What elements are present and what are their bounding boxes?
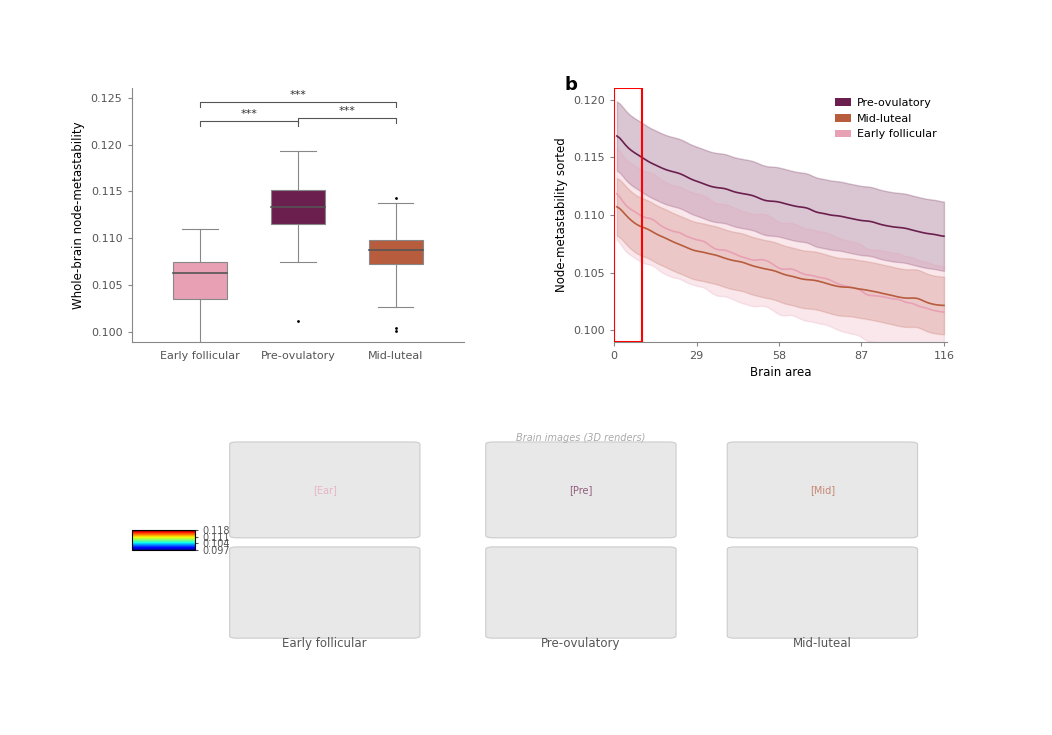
Text: [Ear]: [Ear]	[312, 485, 337, 495]
FancyBboxPatch shape	[486, 547, 676, 638]
Legend: Pre-ovulatory, Mid-luteal, Early follicular: Pre-ovulatory, Mid-luteal, Early follicu…	[830, 94, 942, 144]
FancyBboxPatch shape	[229, 547, 420, 638]
Text: b: b	[564, 76, 576, 93]
Text: [Pre]: [Pre]	[569, 485, 592, 495]
FancyBboxPatch shape	[229, 442, 420, 538]
FancyBboxPatch shape	[727, 442, 917, 538]
Bar	[369, 240, 423, 264]
Bar	[271, 190, 325, 224]
Y-axis label: Node-metastability sorted: Node-metastability sorted	[554, 137, 568, 293]
Text: [Mid]: [Mid]	[810, 485, 835, 495]
Text: Early follicular: Early follicular	[283, 637, 367, 650]
FancyBboxPatch shape	[727, 547, 917, 638]
Text: Mid-luteal: Mid-luteal	[793, 637, 852, 650]
Bar	[614, 88, 643, 342]
Text: Brain images (3D renders): Brain images (3D renders)	[517, 433, 646, 443]
Bar	[174, 262, 227, 299]
Text: ***: ***	[289, 90, 306, 101]
FancyBboxPatch shape	[486, 442, 676, 538]
Text: ***: ***	[241, 110, 258, 119]
X-axis label: Brain area: Brain area	[750, 366, 811, 379]
Text: Pre-ovulatory: Pre-ovulatory	[541, 637, 621, 650]
Text: ***: ***	[339, 107, 356, 116]
Y-axis label: Whole-brain node-metastability: Whole-brain node-metastability	[73, 121, 85, 309]
